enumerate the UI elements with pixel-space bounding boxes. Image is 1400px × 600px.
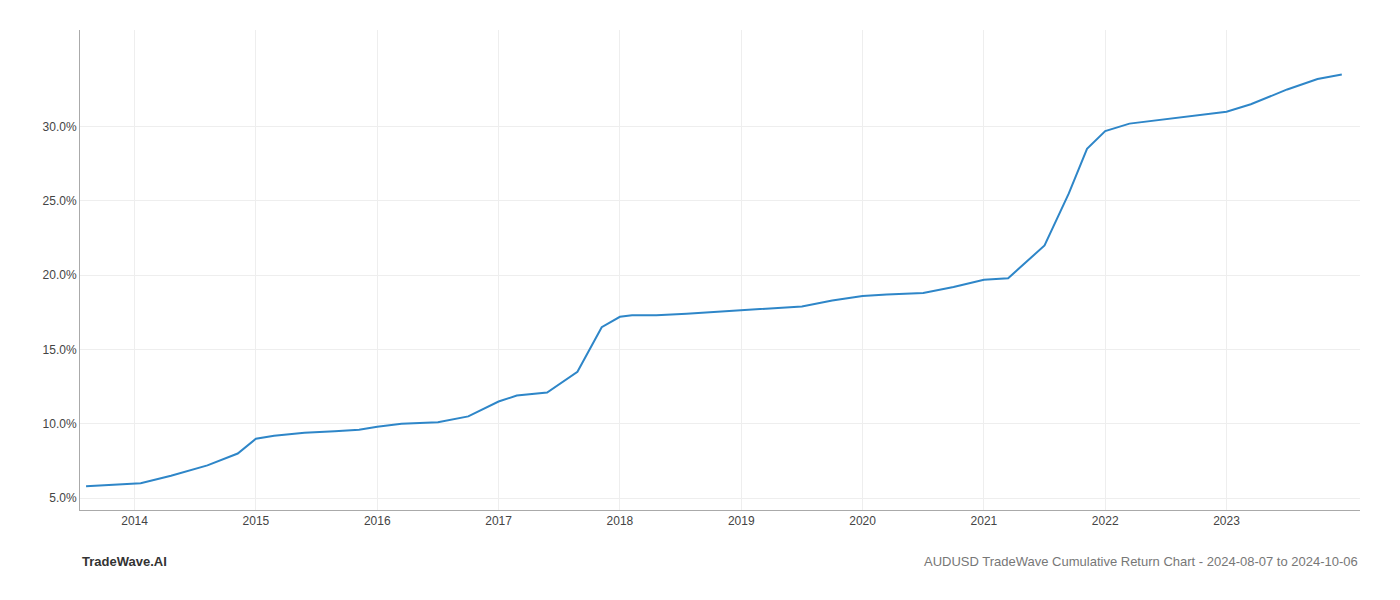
svg-text:2018: 2018 [607,514,634,528]
svg-text:2014: 2014 [121,514,148,528]
svg-text:2023: 2023 [1213,514,1240,528]
svg-text:AUDUSD TradeWave Cumulative Re: AUDUSD TradeWave Cumulative Return Chart… [924,554,1358,569]
svg-text:25.0%: 25.0% [43,194,77,208]
svg-text:20.0%: 20.0% [43,268,77,282]
svg-text:2021: 2021 [971,514,998,528]
svg-text:2020: 2020 [849,514,876,528]
svg-text:10.0%: 10.0% [43,417,77,431]
svg-text:2022: 2022 [1092,514,1119,528]
svg-text:5.0%: 5.0% [49,491,77,505]
svg-text:30.0%: 30.0% [43,120,77,134]
svg-text:2015: 2015 [243,514,270,528]
svg-text:2016: 2016 [364,514,391,528]
svg-text:2019: 2019 [728,514,755,528]
svg-text:2017: 2017 [485,514,512,528]
svg-text:15.0%: 15.0% [43,343,77,357]
svg-text:TradeWave.AI: TradeWave.AI [82,554,167,569]
